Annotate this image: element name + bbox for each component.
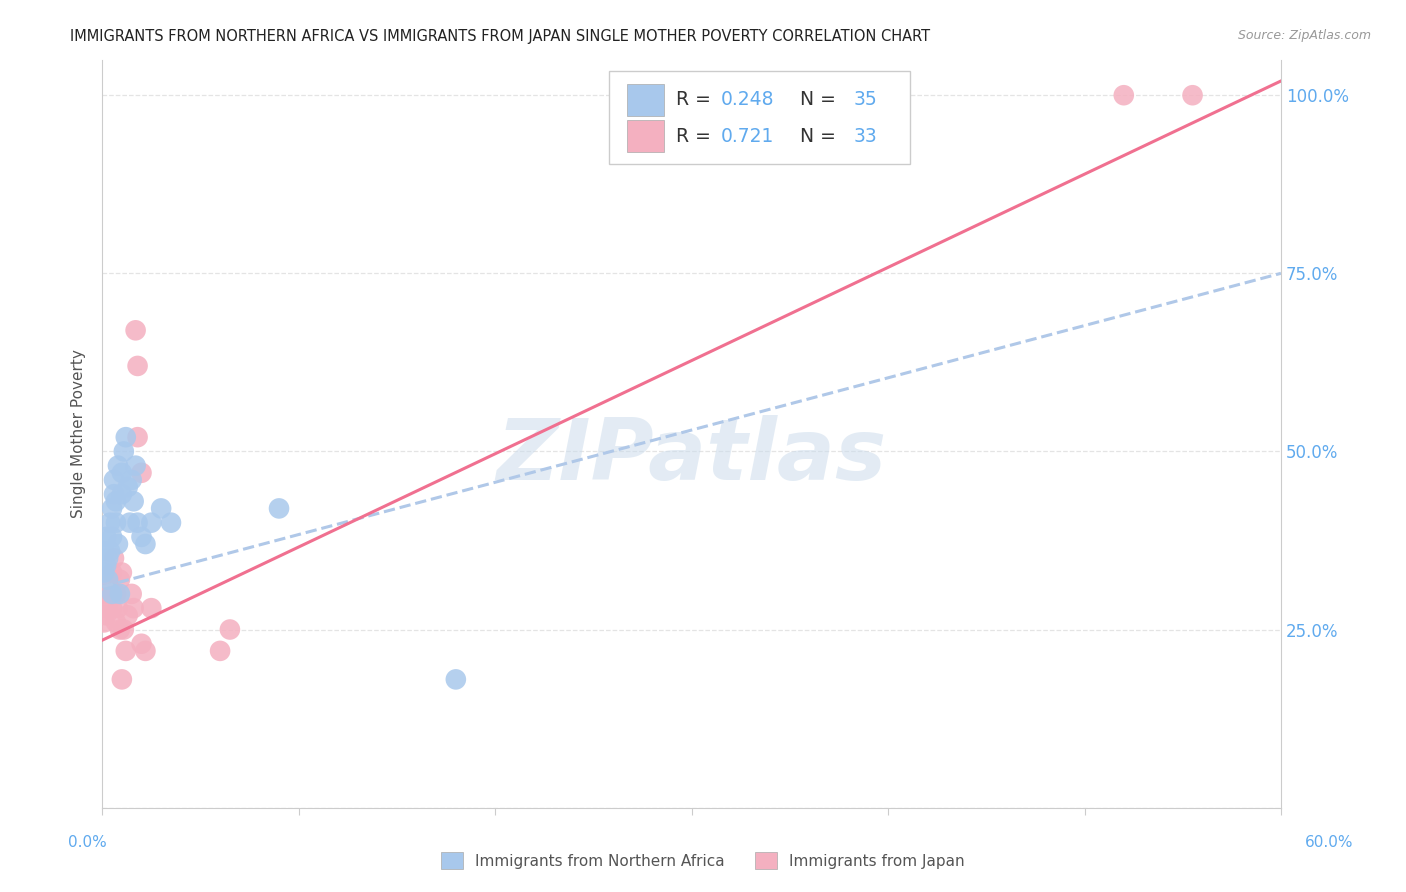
Point xyxy=(141,516,163,530)
Point xyxy=(114,430,136,444)
Point xyxy=(131,466,153,480)
Point xyxy=(118,516,141,530)
Point xyxy=(131,530,153,544)
Legend: Immigrants from Northern Africa, Immigrants from Japan: Immigrants from Northern Africa, Immigra… xyxy=(436,846,970,875)
Text: 35: 35 xyxy=(853,90,877,109)
FancyBboxPatch shape xyxy=(609,70,910,164)
Point xyxy=(108,587,131,601)
Point xyxy=(1181,88,1204,103)
Point xyxy=(107,537,129,551)
Point xyxy=(127,430,149,444)
Point xyxy=(93,615,115,630)
Point xyxy=(160,516,183,530)
Point xyxy=(101,501,124,516)
Point xyxy=(111,466,134,480)
Point xyxy=(114,644,136,658)
Point xyxy=(131,637,153,651)
Point xyxy=(150,501,173,516)
Point xyxy=(219,623,242,637)
Text: IMMIGRANTS FROM NORTHERN AFRICA VS IMMIGRANTS FROM JAPAN SINGLE MOTHER POVERTY C: IMMIGRANTS FROM NORTHERN AFRICA VS IMMIG… xyxy=(70,29,931,44)
Point xyxy=(103,487,125,501)
FancyBboxPatch shape xyxy=(627,84,665,116)
Point xyxy=(111,566,134,580)
Text: 0.0%: 0.0% xyxy=(67,836,107,850)
Point xyxy=(124,458,146,473)
Point xyxy=(112,444,135,458)
Point xyxy=(104,494,127,508)
Point xyxy=(107,601,129,615)
Point xyxy=(93,566,115,580)
Text: N =: N = xyxy=(789,90,842,109)
Text: 0.721: 0.721 xyxy=(721,128,775,146)
Text: ZIPatlas: ZIPatlas xyxy=(496,415,887,498)
Point xyxy=(104,615,127,630)
Point xyxy=(101,530,124,544)
Point xyxy=(104,516,127,530)
Point xyxy=(101,587,124,601)
Point xyxy=(97,551,120,566)
Text: 33: 33 xyxy=(853,128,877,146)
Point xyxy=(209,644,232,658)
Text: 60.0%: 60.0% xyxy=(1305,836,1353,850)
Point xyxy=(98,573,121,587)
Point xyxy=(127,516,149,530)
Point xyxy=(94,530,117,544)
Point xyxy=(93,544,115,558)
Text: 0.248: 0.248 xyxy=(721,90,775,109)
Text: R =: R = xyxy=(676,128,717,146)
Point xyxy=(98,516,121,530)
Point xyxy=(93,587,115,601)
FancyBboxPatch shape xyxy=(627,120,665,152)
Point xyxy=(444,673,467,687)
Text: Source: ZipAtlas.com: Source: ZipAtlas.com xyxy=(1237,29,1371,42)
Point xyxy=(98,544,121,558)
Point xyxy=(111,673,134,687)
Point xyxy=(101,601,124,615)
Point xyxy=(134,644,156,658)
Point xyxy=(127,359,149,373)
Point xyxy=(97,601,120,615)
Point xyxy=(112,623,135,637)
Point xyxy=(94,558,117,573)
Point xyxy=(108,573,131,587)
Point xyxy=(122,494,145,508)
Point xyxy=(103,551,125,566)
Point xyxy=(101,566,124,580)
Point xyxy=(98,587,121,601)
Text: N =: N = xyxy=(789,128,842,146)
Point xyxy=(134,537,156,551)
Point xyxy=(103,473,125,487)
Point xyxy=(97,573,120,587)
Point xyxy=(121,473,143,487)
Point xyxy=(94,608,117,623)
Point xyxy=(117,608,139,623)
Point xyxy=(111,487,134,501)
Text: R =: R = xyxy=(676,90,717,109)
Point xyxy=(122,601,145,615)
Point xyxy=(121,587,143,601)
Y-axis label: Single Mother Poverty: Single Mother Poverty xyxy=(72,349,86,518)
Point xyxy=(267,501,290,516)
Point xyxy=(124,323,146,337)
Point xyxy=(107,458,129,473)
Point xyxy=(104,587,127,601)
Point xyxy=(103,587,125,601)
Point xyxy=(108,623,131,637)
Point xyxy=(117,480,139,494)
Point xyxy=(1112,88,1135,103)
Point xyxy=(141,601,163,615)
